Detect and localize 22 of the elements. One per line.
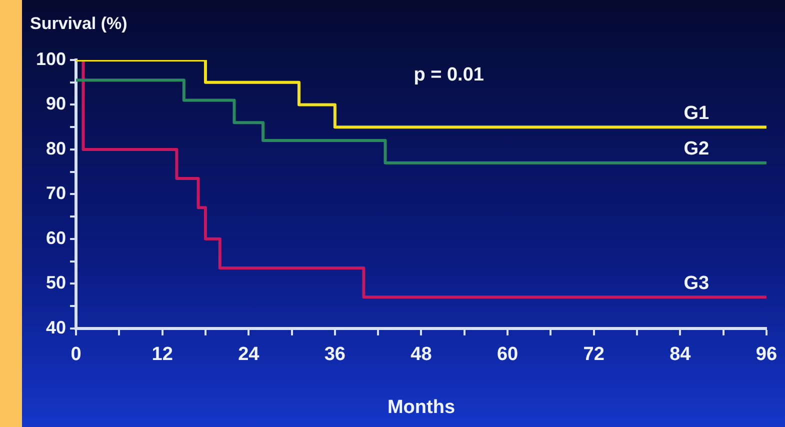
x-tick-label: 60 bbox=[496, 344, 518, 366]
y-tick-label: 50 bbox=[46, 272, 66, 293]
x-tick-label: 84 bbox=[670, 344, 692, 366]
annotation: p = 0.01 bbox=[414, 64, 484, 86]
y-tick-label: 100 bbox=[36, 48, 66, 69]
y-tick-label: 40 bbox=[46, 317, 66, 338]
x-axis-title: Months bbox=[387, 396, 456, 418]
y-tick-label: 90 bbox=[46, 94, 66, 114]
series-label: G2 bbox=[684, 138, 710, 160]
y-tick-label: 60 bbox=[46, 228, 66, 248]
x-tick-label: 36 bbox=[324, 344, 346, 366]
y-tick-label: 80 bbox=[46, 138, 66, 158]
y-axis-title: Survival (%) bbox=[30, 14, 128, 34]
series-label: G3 bbox=[684, 272, 710, 294]
y-tick-label: 70 bbox=[46, 183, 66, 204]
x-tick-label: 48 bbox=[410, 344, 432, 366]
series-label: G1 bbox=[684, 102, 710, 124]
x-tick-label: 0 bbox=[70, 344, 82, 366]
x-tick-label: 12 bbox=[152, 344, 173, 366]
x-tick-label: 24 bbox=[238, 344, 260, 366]
x-tick-label: 96 bbox=[756, 344, 778, 366]
x-tick-label: 72 bbox=[583, 344, 604, 366]
